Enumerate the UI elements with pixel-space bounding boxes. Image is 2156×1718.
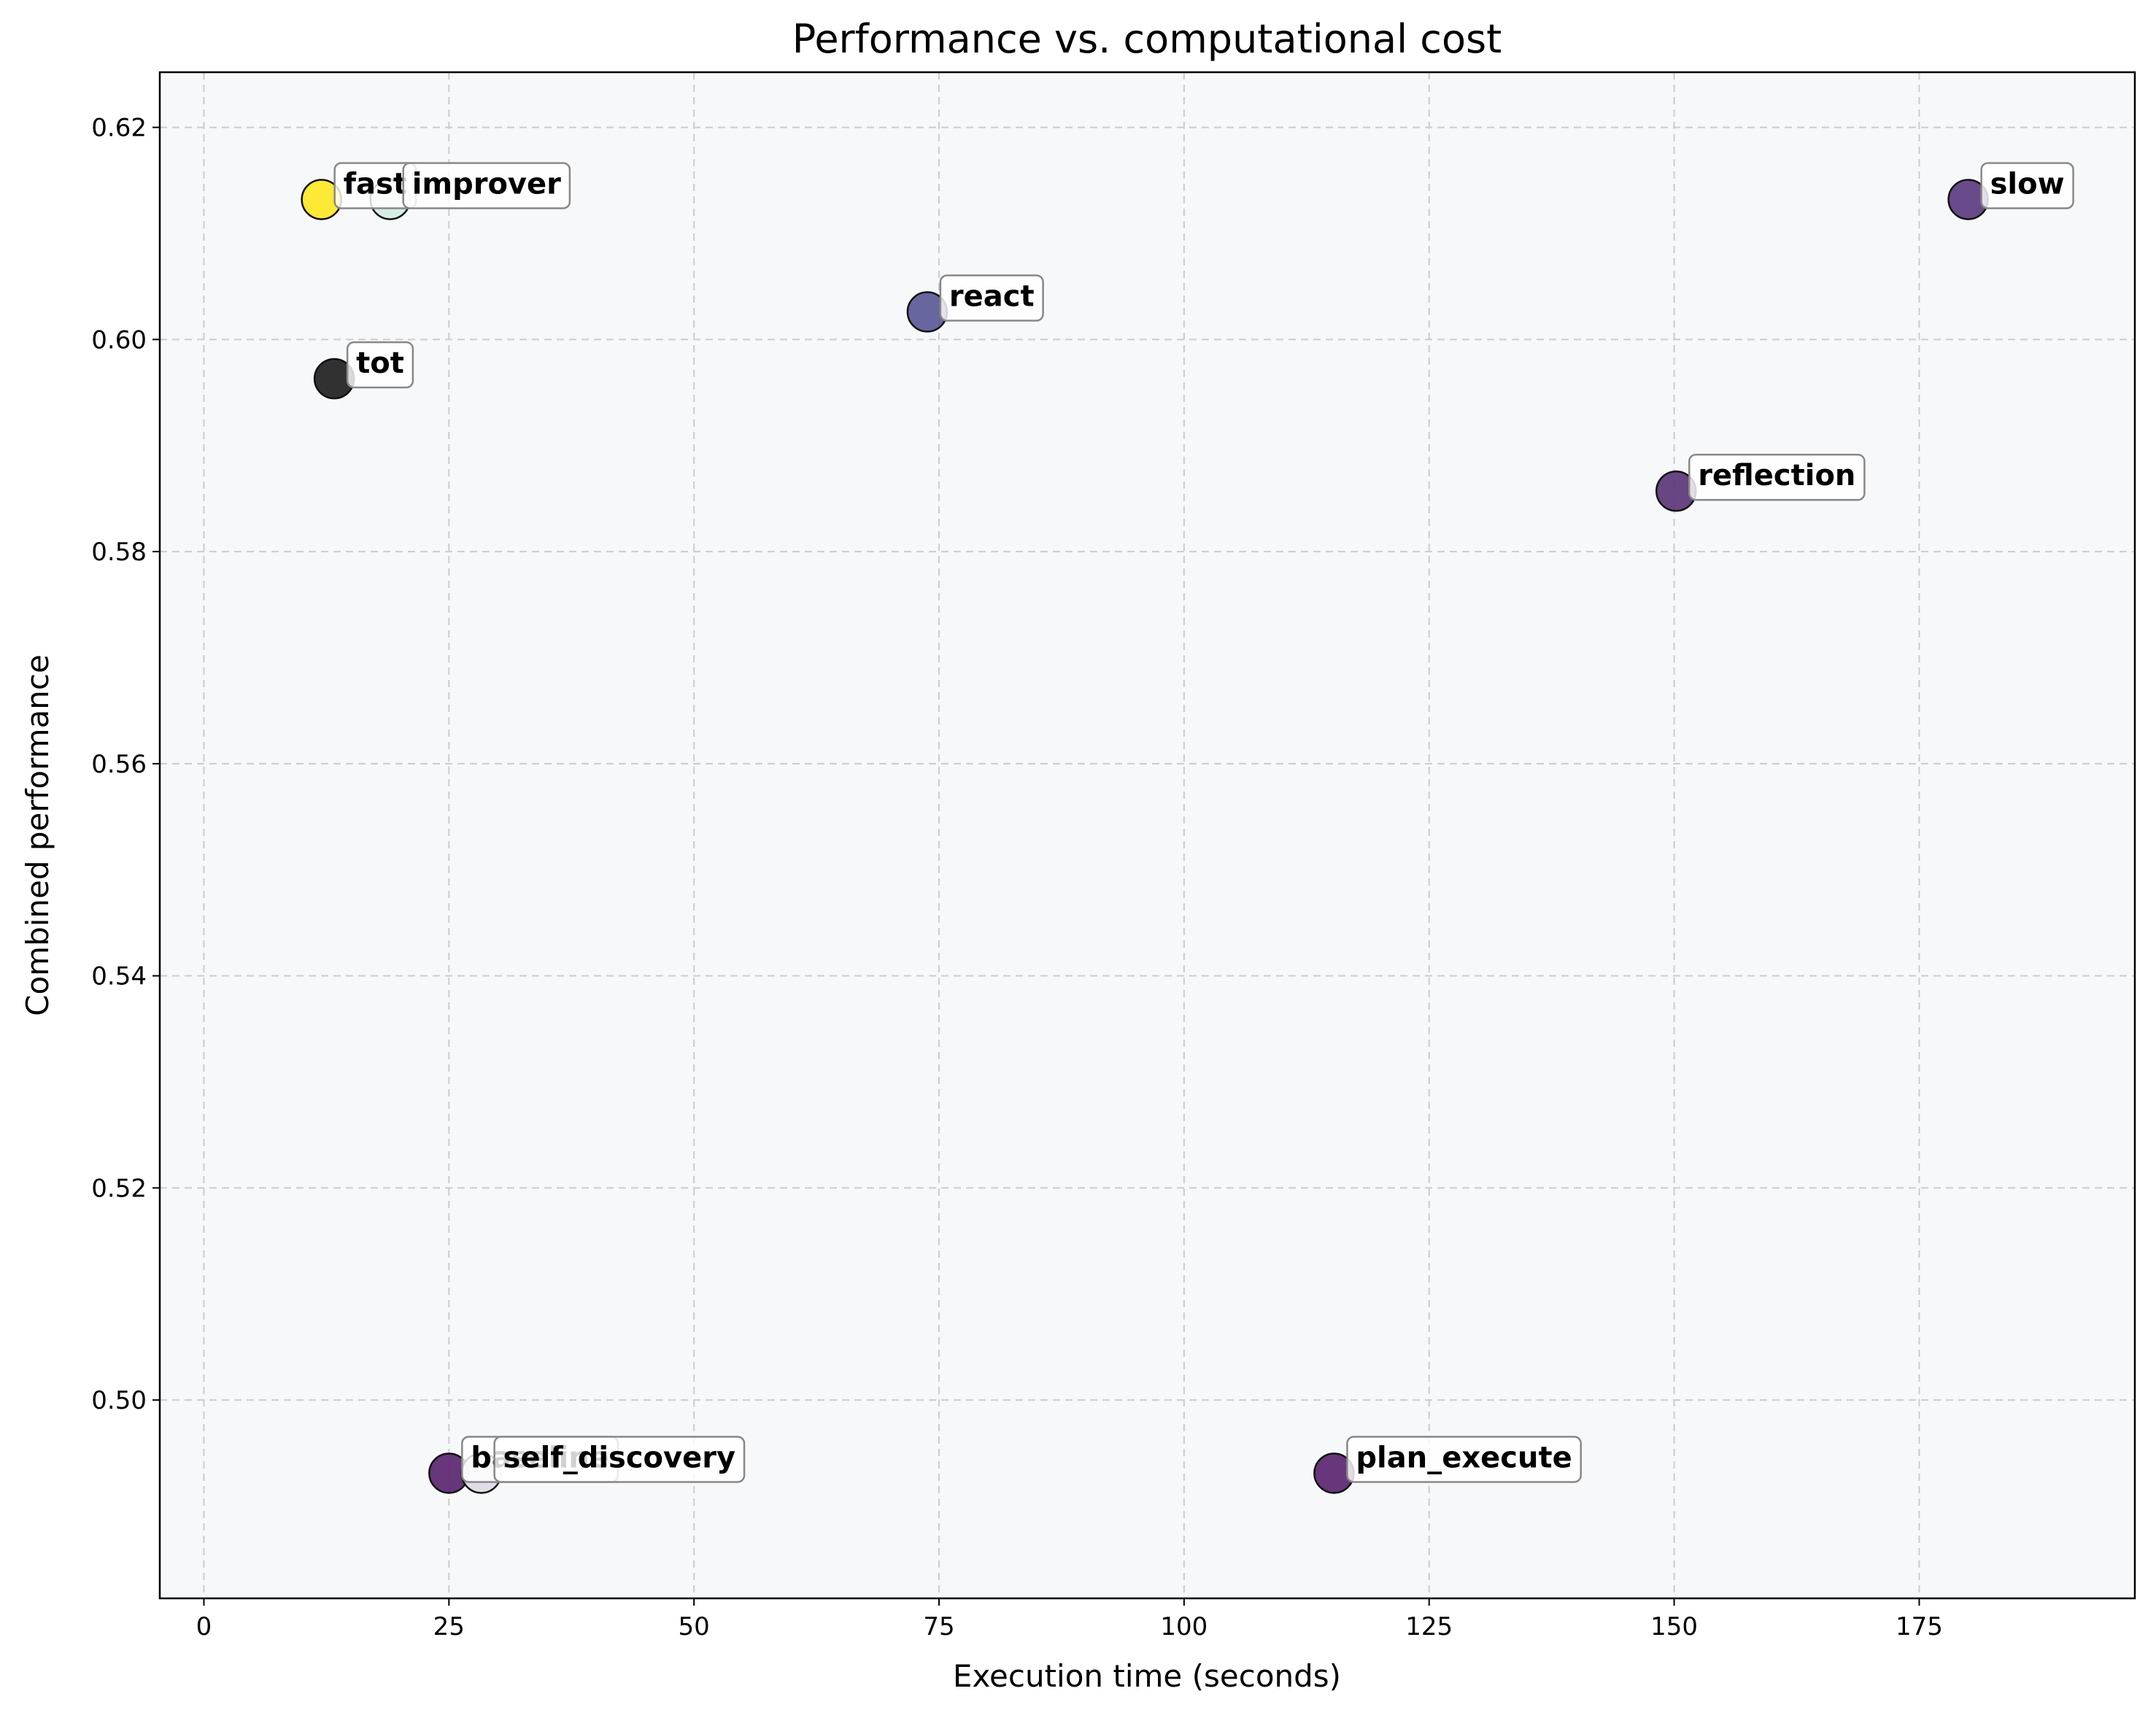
chart-title: Performance vs. computational cost [792,16,1502,62]
point-label-box [346,341,414,389]
point-label-box [402,162,571,209]
x-tick-label: 75 [923,1612,954,1641]
point-label: plan_execute [1346,1436,1582,1483]
x-tick-label: 25 [433,1612,465,1641]
x-tick-label: 175 [1896,1612,1943,1641]
point-label-text: react [949,280,1035,314]
point-label: fast [333,162,417,209]
y-tick-label: 0.60 [91,325,147,355]
x-tick-label: 100 [1160,1612,1208,1641]
y-tick-label: 0.52 [91,1174,147,1203]
y-tick-label: 0.50 [91,1386,147,1415]
y-tick-label: 0.56 [91,750,147,779]
point-label: improver [402,162,571,209]
point-label-box [493,1436,746,1483]
point-label: reflection [1688,453,1866,501]
point-label: self_discovery [493,1436,746,1483]
point-labels: fastimprovertotreactslowreflectionbaseli… [333,162,2074,1483]
axis-ticks: 0 25 50 75 100 125 150 175 0.50 0.52 0.54 0.56 0.58 0… [91,114,1943,1641]
plot-area [160,72,2135,1598]
point-label-text: fast [344,167,407,201]
y-tick-label: 0.54 [91,962,147,991]
x-tick-label: 50 [679,1612,710,1641]
point-label-box [1346,1436,1582,1483]
y-axis-label: Combined performance [20,654,55,1016]
point-label-text: self_discovery [503,1441,735,1474]
plot-frame [158,71,2136,1600]
y-tick-label: 0.58 [91,538,147,567]
point-label: tot [346,341,414,389]
point-label-text: reflection [1698,459,1855,492]
y-tick-label: 0.62 [91,114,147,143]
point-label-text: improver [412,167,561,201]
point-label-text: tot [356,347,404,380]
point-label-box [1980,162,2074,209]
point-label-text: slow [1990,167,2065,201]
point-label-box [939,274,1044,322]
point-label-text: plan_execute [1356,1441,1572,1474]
x-tick-label: 150 [1650,1612,1698,1641]
x-tick-label: 0 [196,1612,212,1641]
point-label: react [939,274,1044,322]
x-tick-label: 125 [1405,1612,1453,1641]
x-axis-label: Execution time (seconds) [953,1658,1341,1694]
point-label: slow [1980,162,2074,209]
point-label-box [1688,453,1866,501]
grid [160,72,2135,1598]
